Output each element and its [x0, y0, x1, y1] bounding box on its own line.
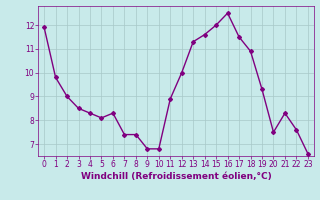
X-axis label: Windchill (Refroidissement éolien,°C): Windchill (Refroidissement éolien,°C) — [81, 172, 271, 181]
